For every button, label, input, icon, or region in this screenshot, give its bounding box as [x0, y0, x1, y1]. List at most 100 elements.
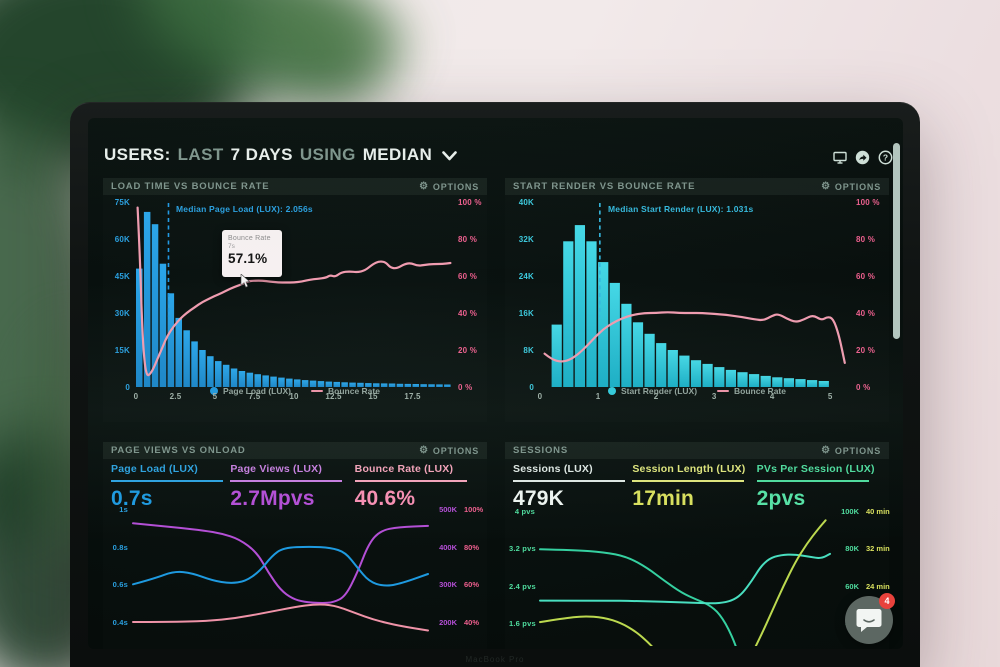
panel-pageviews-onload: PAGE VIEWS VS ONLOAD ⚙ OPTIONS Page Load… [103, 442, 487, 649]
timeframe-segment: USING [299, 145, 356, 164]
legend-item[interactable]: Start Render (LUX) [607, 386, 697, 396]
options-button[interactable]: ⚙ OPTIONS [821, 444, 881, 456]
metric-value: 0.7s [111, 487, 153, 510]
axis-tick-label: 7.5 [248, 392, 261, 401]
gear-icon: ⚙ [419, 180, 429, 192]
axis-tick-label: 8K [523, 346, 534, 355]
metric-pvs-per-session: PVs Per Session (LUX) 2pvs [756, 463, 881, 511]
axis-tick-label: 4 pvs [514, 507, 535, 516]
axis-tick-label: 60K [114, 235, 130, 244]
axis-tick-label: 30K [114, 309, 130, 318]
axis-tick-label: 80K 32 min [845, 544, 890, 554]
axis-tick-label: 4 [769, 392, 775, 401]
axis-tick-label: 3.2 pvs [509, 544, 536, 554]
chat-widget-button[interactable]: 4 [845, 593, 895, 644]
axis-tick-label: 40 % [856, 309, 876, 318]
help-icon[interactable]: ? [878, 150, 893, 165]
cursor-icon [240, 274, 251, 288]
axis-tick-label: 60 % [458, 272, 478, 281]
chat-bubble-icon [856, 609, 882, 632]
axis-tick-label: 32K [518, 235, 534, 244]
device-label: MacBook Pro [465, 655, 525, 664]
metric-underline [230, 480, 343, 482]
options-button[interactable]: ⚙ OPTIONS [419, 445, 479, 456]
chart-legend: Page Load (LUX) Bounce Rate [103, 386, 487, 396]
sessions-chart[interactable] [505, 442, 889, 649]
axis-tick-label: 16K [518, 309, 534, 318]
axis-tick-label: 12.5 [325, 392, 342, 401]
axis-tick-label: 17.5 [404, 392, 421, 401]
axis-tick-label: 2.5 [169, 392, 182, 401]
metric-value: 40.6% [354, 487, 416, 510]
notification-badge: 4 [879, 593, 895, 609]
axis-tick-label: 0.4s [112, 618, 128, 627]
options-button[interactable]: ⚙ OPTIONS [821, 180, 881, 192]
panel-title: PAGE VIEWS VS ONLOAD [111, 445, 246, 456]
panel-title: LOAD TIME VS BOUNCE RATE [111, 181, 270, 192]
metric-value: 479K [513, 487, 565, 510]
panel-header: SESSIONS ⚙ OPTIONS [505, 442, 889, 459]
axis-tick-label: 20 % [856, 346, 876, 355]
axis-tick-label: 200K 40% [439, 618, 480, 627]
axis-tick-label: 15 [368, 392, 378, 401]
chart-legend: Start Render (LUX) Bounce Rate [505, 386, 889, 396]
load-time-chart[interactable] [103, 178, 487, 422]
display-icon[interactable] [832, 150, 847, 165]
axis-tick-label: 15K [114, 346, 130, 355]
legend-line-marker [717, 389, 730, 393]
axis-tick-label: 0 % [856, 383, 871, 392]
metric-bounce-rate: Bounce Rate (LUX) 40.6% [354, 463, 479, 511]
metric-label: Bounce Rate (LUX) [354, 463, 454, 475]
start-render-chart[interactable] [505, 178, 889, 422]
panel-header: START RENDER VS BOUNCE RATE ⚙ OPTIONS [505, 178, 889, 195]
axis-tick-label: 0 [133, 392, 139, 401]
axis-tick-label: 10 [289, 392, 299, 401]
legend-item[interactable]: Page Load (LUX) [210, 386, 291, 396]
legend-item[interactable]: Bounce Rate [311, 386, 380, 396]
header-icons: ? [832, 150, 893, 165]
options-button[interactable]: ⚙ OPTIONS [419, 180, 479, 192]
gear-icon: ⚙ [821, 444, 831, 456]
axis-tick-label: 1s [119, 505, 128, 514]
panel-start-render: START RENDER VS BOUNCE RATE ⚙ OPTIONS Me… [505, 178, 889, 422]
scrollbar[interactable] [893, 143, 900, 339]
share-icon[interactable] [855, 150, 870, 165]
timeframe-segment: USERS: [104, 145, 171, 164]
tooltip-x-value: 7s [228, 243, 235, 250]
axis-tick-label: 2.4 pvs [509, 581, 536, 591]
median-annotation: Median Page Load (LUX): 2.056s [176, 204, 313, 214]
metric-row: Page Load (LUX) 0.7s Page Views (LUX) 2.… [111, 463, 479, 511]
axis-tick-label: 0.6s [112, 580, 128, 590]
metric-underline [111, 480, 223, 482]
legend-dot-marker [607, 387, 616, 395]
gear-icon: ⚙ [821, 180, 831, 192]
axis-tick-label: 300K 60% [439, 580, 480, 590]
pageviews-onload-chart[interactable] [103, 442, 487, 649]
axis-tick-label: 20 % [458, 346, 478, 355]
legend-label: Bounce Rate [328, 386, 380, 396]
timeframe-segment: 7 DAYS [230, 145, 293, 164]
axis-tick-label: 100K 40 min [841, 507, 890, 516]
dashboard-screen: USERS: LAST 7 DAYS USING MEDIAN ? [88, 118, 903, 649]
axis-tick-label: 0 [537, 392, 543, 401]
metric-underline [513, 480, 625, 482]
axis-tick-label: 1 [595, 392, 601, 401]
axis-tick-label: 0 [125, 383, 130, 392]
legend-item[interactable]: Bounce Rate [717, 386, 786, 396]
metric-underline [632, 480, 745, 482]
timeframe-dropdown[interactable]: USERS: LAST 7 DAYS USING MEDIAN [104, 145, 457, 165]
chevron-down-icon [442, 151, 457, 161]
axis-tick-label: 0.8s [112, 542, 128, 552]
metric-label: Sessions (LUX) [513, 463, 593, 475]
timeframe-segment: LAST [177, 145, 224, 164]
chart-tooltip: Bounce Rate 7s 57.1% [222, 230, 282, 288]
axis-tick-label: 80 % [856, 235, 876, 244]
axis-tick-label: 80 % [458, 235, 478, 244]
axis-tick-label: 2 [653, 392, 659, 401]
axis-tick-label: 1.6 pvs [509, 619, 536, 628]
legend-label: Page Load (LUX) [223, 386, 292, 396]
axis-tick-label: 5 [212, 392, 218, 401]
metric-label: Session Length (LUX) [632, 463, 746, 475]
metric-value: 2.7Mpvs [230, 487, 315, 510]
